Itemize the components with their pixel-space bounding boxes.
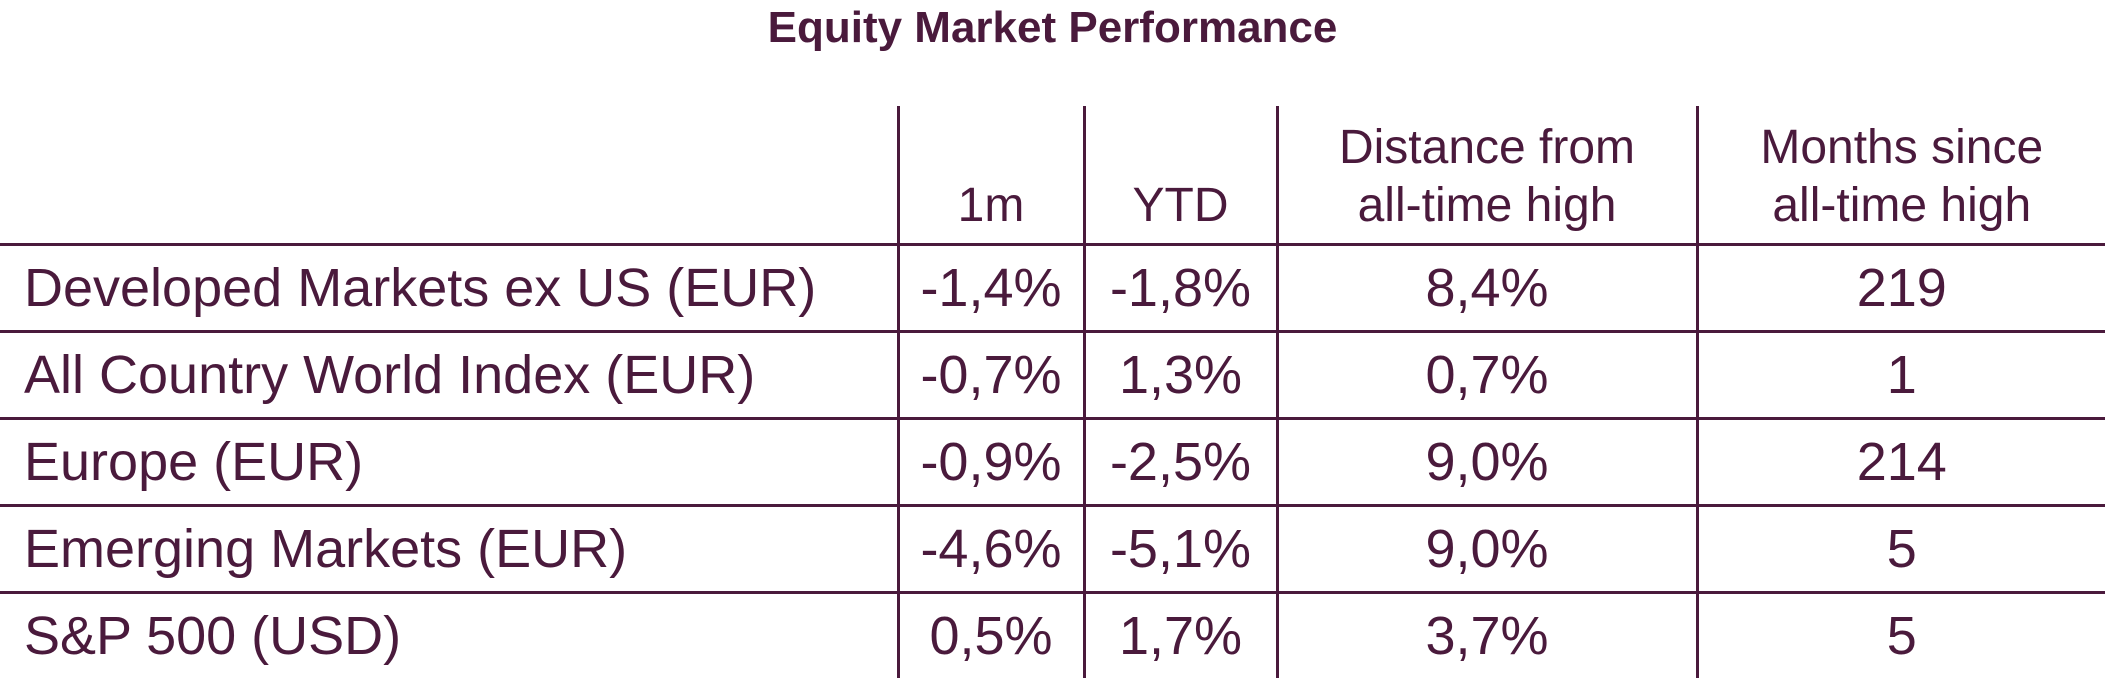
cell-distance: 3,7% bbox=[1277, 592, 1697, 678]
header-distance-line-1: Distance from bbox=[1279, 119, 1696, 177]
cell-distance: 8,4% bbox=[1277, 244, 1697, 331]
cell-1m: -4,6% bbox=[898, 505, 1084, 592]
cell-ytd: -1,8% bbox=[1084, 244, 1277, 331]
row-name: Developed Markets ex US (EUR) bbox=[0, 244, 898, 331]
header-cell-1m: 1m bbox=[898, 106, 1084, 244]
cell-distance: 0,7% bbox=[1277, 331, 1697, 418]
table-row: Developed Markets ex US (EUR) -1,4% -1,8… bbox=[0, 244, 2105, 331]
header-months-line-1: Months since bbox=[1699, 119, 2105, 177]
cell-months: 1 bbox=[1697, 331, 2105, 418]
table-row: All Country World Index (EUR) -0,7% 1,3%… bbox=[0, 331, 2105, 418]
chart-title: Equity Market Performance bbox=[0, 2, 2105, 54]
row-name: Europe (EUR) bbox=[0, 418, 898, 505]
table-row: Emerging Markets (EUR) -4,6% -5,1% 9,0% … bbox=[0, 505, 2105, 592]
cell-ytd: 1,3% bbox=[1084, 331, 1277, 418]
header-distance-line-2: all-time high bbox=[1279, 177, 1696, 235]
performance-table: 1m YTD Distance from all-time high Month… bbox=[0, 106, 2105, 678]
header-cell-ytd: YTD bbox=[1084, 106, 1277, 244]
row-name: Emerging Markets (EUR) bbox=[0, 505, 898, 592]
cell-ytd: -2,5% bbox=[1084, 418, 1277, 505]
cell-1m: -0,9% bbox=[898, 418, 1084, 505]
header-ytd-label: YTD bbox=[1086, 177, 1276, 235]
cell-months: 5 bbox=[1697, 592, 2105, 678]
header-months-line-2: all-time high bbox=[1699, 177, 2105, 235]
table-row: S&P 500 (USD) 0,5% 1,7% 3,7% 5 bbox=[0, 592, 2105, 678]
cell-ytd: -5,1% bbox=[1084, 505, 1277, 592]
cell-distance: 9,0% bbox=[1277, 418, 1697, 505]
header-1m-label: 1m bbox=[900, 177, 1083, 235]
cell-distance: 9,0% bbox=[1277, 505, 1697, 592]
cell-1m: 0,5% bbox=[898, 592, 1084, 678]
header-cell-distance: Distance from all-time high bbox=[1277, 106, 1697, 244]
cell-months: 5 bbox=[1697, 505, 2105, 592]
table-row: Europe (EUR) -0,9% -2,5% 9,0% 214 bbox=[0, 418, 2105, 505]
cell-months: 219 bbox=[1697, 244, 2105, 331]
cell-ytd: 1,7% bbox=[1084, 592, 1277, 678]
row-name: S&P 500 (USD) bbox=[0, 592, 898, 678]
cell-1m: -0,7% bbox=[898, 331, 1084, 418]
header-cell-name bbox=[0, 106, 898, 244]
header-cell-months: Months since all-time high bbox=[1697, 106, 2105, 244]
header-row: 1m YTD Distance from all-time high Month… bbox=[0, 106, 2105, 244]
cell-1m: -1,4% bbox=[898, 244, 1084, 331]
row-name: All Country World Index (EUR) bbox=[0, 331, 898, 418]
cell-months: 214 bbox=[1697, 418, 2105, 505]
